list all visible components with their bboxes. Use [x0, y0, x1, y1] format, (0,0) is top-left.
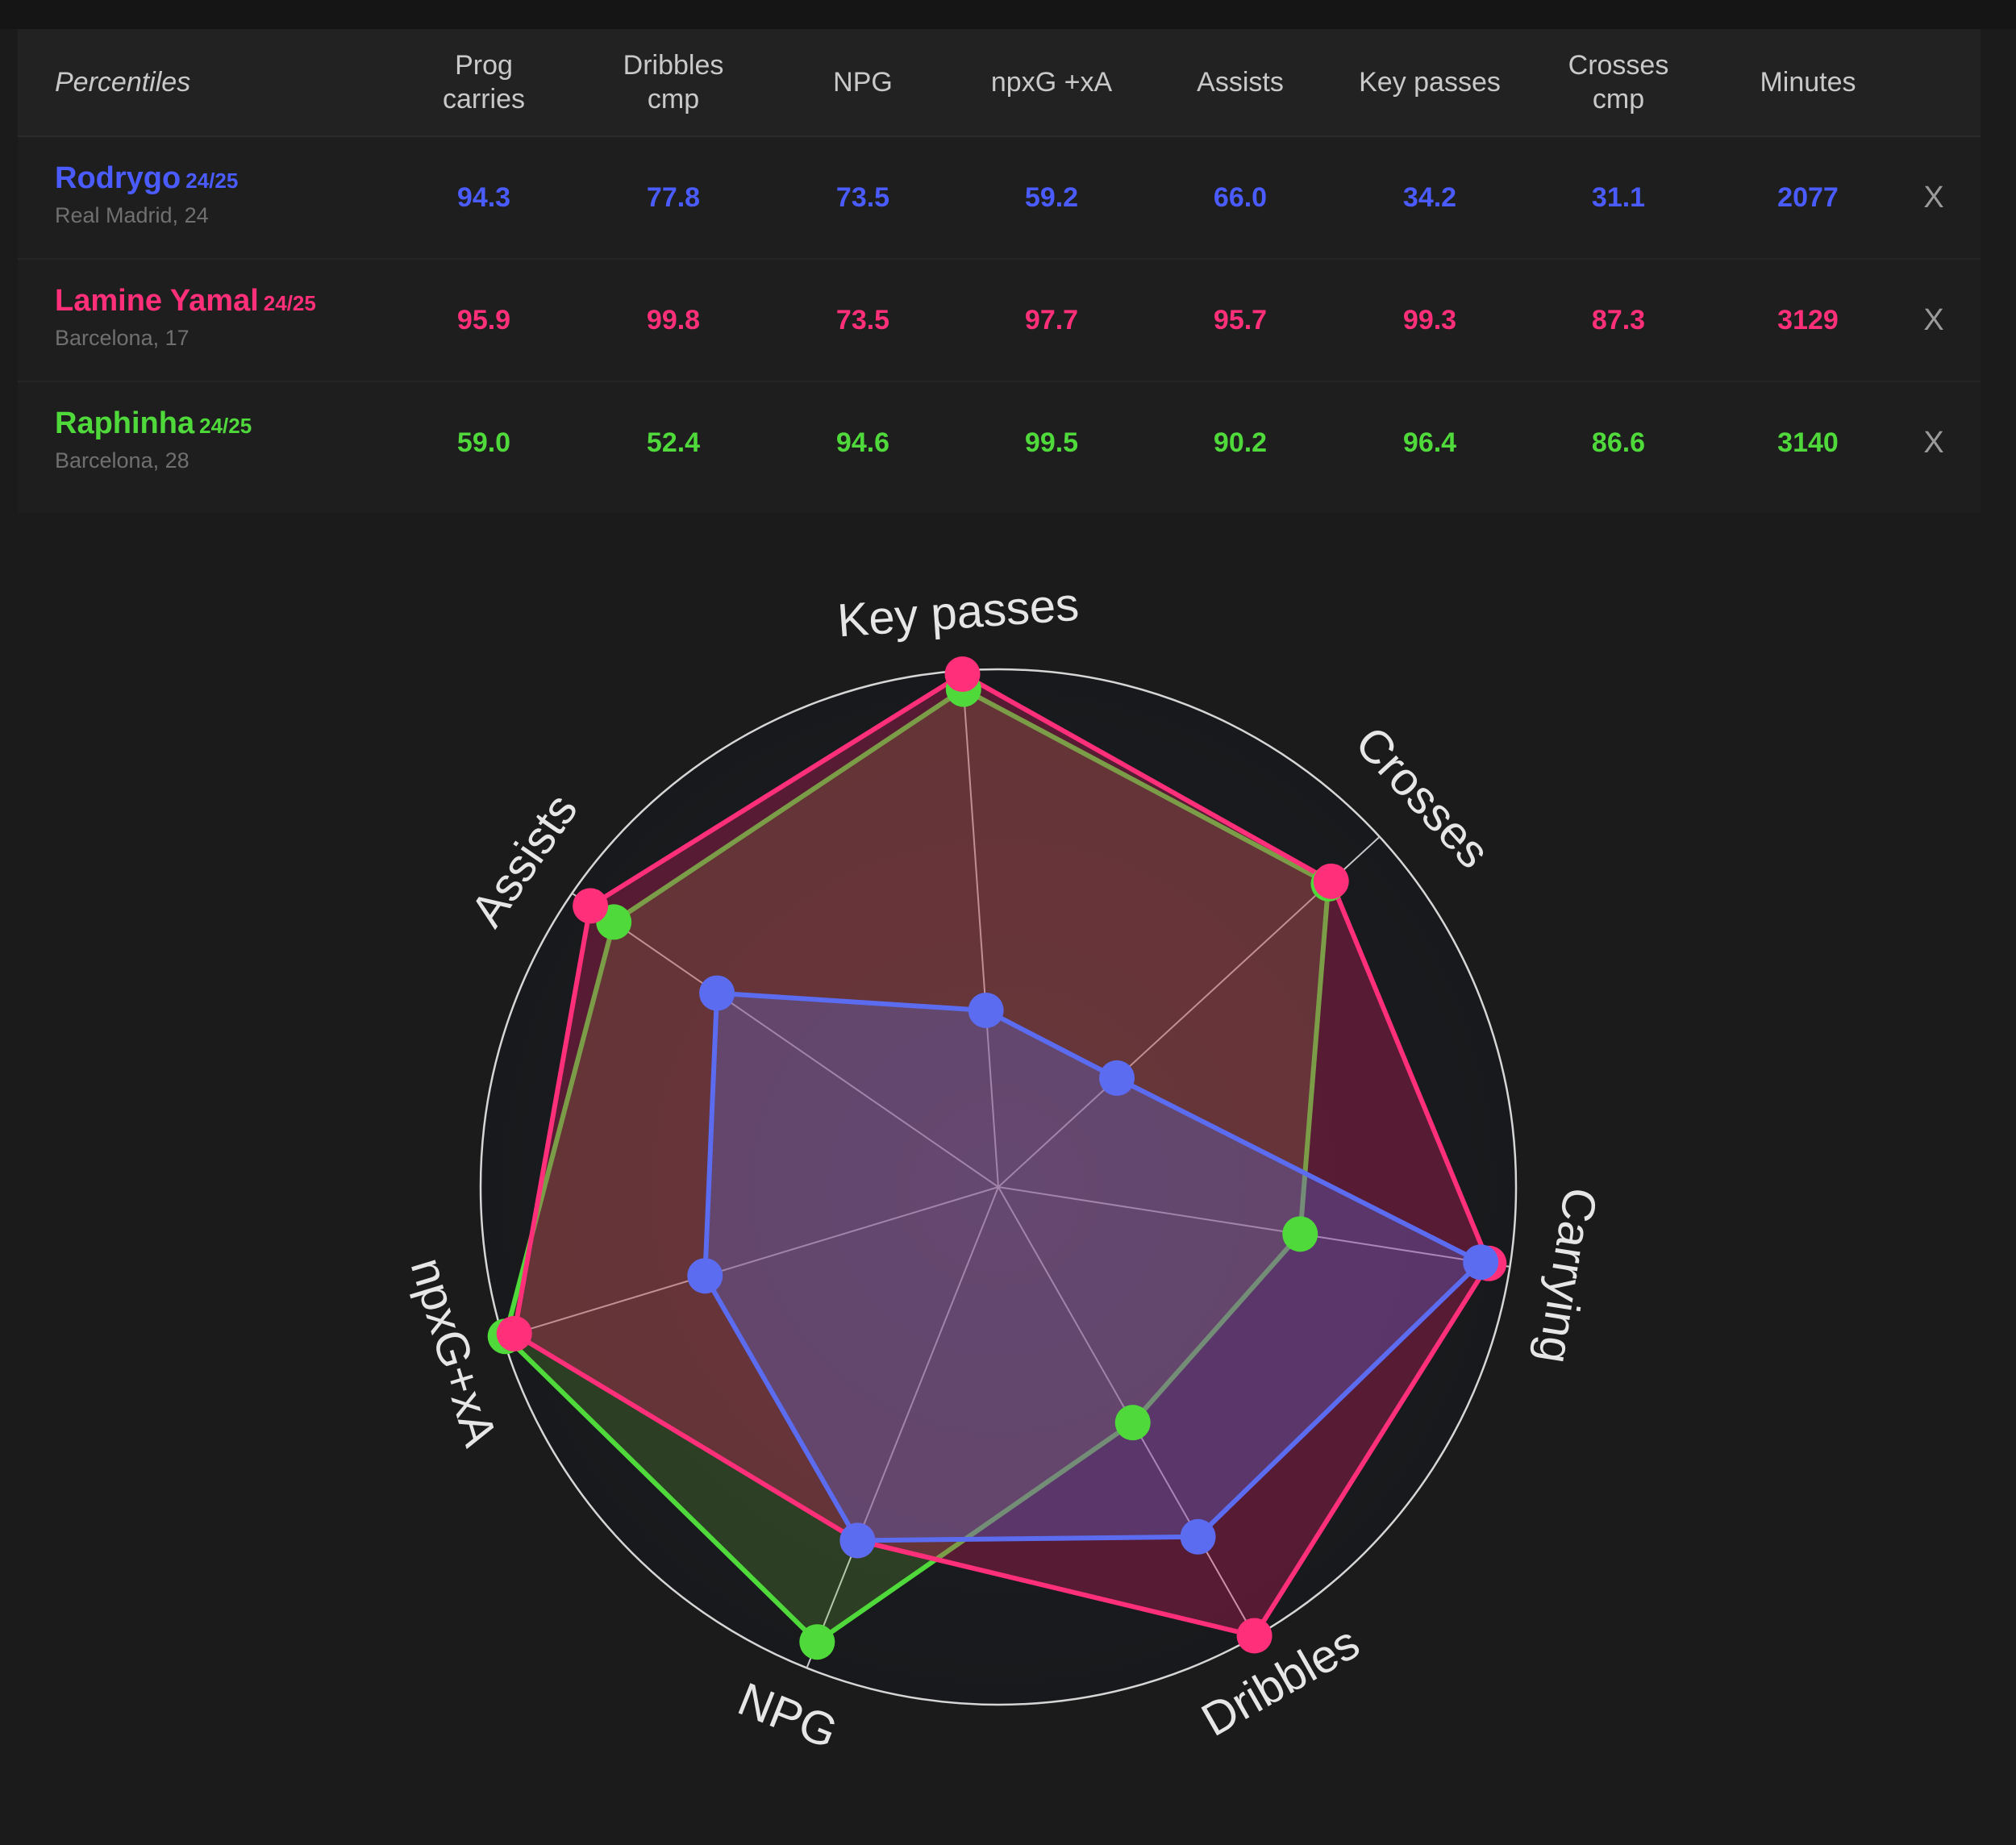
radar-series-rodrygo: [702, 990, 1484, 1543]
value-npxg-xa: 99.5: [1024, 427, 1079, 458]
header-npxg-xa[interactable]: npxG +xA: [990, 67, 1113, 98]
radar-point-lamine-yamal[interactable]: [573, 888, 609, 924]
axis-label: NPG: [731, 1672, 844, 1759]
header-minutes[interactable]: Minutes: [1760, 67, 1856, 98]
player-club-age: Barcelona, 17: [55, 326, 190, 350]
value-assists: 66.0: [1213, 181, 1268, 213]
value-crosses-cmp: 87.3: [1591, 304, 1646, 335]
value-minutes: 2077: [1777, 181, 1839, 213]
value-npg: 73.5: [835, 304, 890, 335]
header-dribbles-cmp[interactable]: Dribbles cmp: [623, 50, 724, 115]
player-season: 24/25: [185, 169, 239, 193]
player-name-text[interactable]: Rodrygo: [55, 161, 181, 195]
player-name[interactable]: Lamine Yamal 24/25: [55, 284, 316, 319]
percentiles-table: Percentiles Prog carries Dribbles cmp NP…: [18, 29, 1981, 513]
radar-point-raphinha[interactable]: [1114, 1405, 1151, 1441]
player-name[interactable]: Raphinha 24/25: [55, 406, 252, 441]
value-dribbles-cmp: 77.8: [646, 181, 701, 213]
header-prog-carries[interactable]: Prog carries: [442, 50, 526, 115]
value-assists: 95.7: [1213, 304, 1268, 335]
player-row-lamine-yamal: Lamine Yamal 24/25 Barcelona, 17 95.9 99.…: [18, 260, 1981, 382]
radar-point-rodrygo[interactable]: [1099, 1060, 1135, 1096]
axis-label: Key passes: [835, 578, 1081, 648]
top-bar: [0, 0, 2016, 29]
value-dribbles-cmp: 52.4: [646, 427, 701, 458]
radar-series-raphinha: [502, 686, 1331, 1645]
value-npxg-xa: 59.2: [1024, 181, 1079, 213]
player-club-age: Real Madrid, 24: [55, 203, 209, 227]
value-npxg-xa: 97.7: [1024, 304, 1079, 335]
table-header-row: Percentiles Prog carries Dribbles cmp NP…: [18, 29, 1981, 137]
radar-point-raphinha[interactable]: [1282, 1216, 1318, 1252]
radar-point-lamine-yamal[interactable]: [496, 1315, 532, 1351]
player-row-rodrygo: Rodrygo 24/25 Real Madrid, 24 94.3 77.8 7…: [18, 137, 1981, 260]
value-crosses-cmp: 86.6: [1591, 427, 1646, 458]
value-npg: 94.6: [835, 427, 890, 458]
header-npg[interactable]: NPG: [833, 67, 893, 98]
radar-spoke: [961, 670, 999, 1188]
radar-point-rodrygo[interactable]: [687, 1258, 723, 1294]
value-npg: 73.5: [835, 181, 890, 213]
player-name-text[interactable]: Lamine Yamal: [55, 284, 259, 318]
value-key-passes: 34.2: [1402, 181, 1457, 213]
value-prog-carries: 95.9: [456, 304, 511, 335]
radar-point-lamine-yamal[interactable]: [944, 656, 981, 693]
radar-spoke: [571, 892, 999, 1188]
radar-point-rodrygo[interactable]: [1463, 1244, 1499, 1281]
value-prog-carries: 59.0: [456, 427, 511, 458]
value-crosses-cmp: 31.1: [1591, 181, 1646, 213]
header-assists[interactable]: Assists: [1197, 67, 1284, 98]
player-club-age: Barcelona, 28: [55, 448, 190, 473]
radar-point-rodrygo[interactable]: [699, 975, 735, 1011]
value-key-passes: 96.4: [1402, 427, 1457, 458]
axis-label: Carrying: [1528, 1185, 1607, 1368]
value-assists: 90.2: [1213, 427, 1268, 458]
player-row-raphinha: Raphinha 24/25 Barcelona, 28 59.0 52.4 94…: [18, 382, 1981, 503]
player-season: 24/25: [263, 291, 316, 315]
value-key-passes: 99.3: [1402, 304, 1457, 335]
header-percentiles: Percentiles: [55, 67, 191, 98]
radar-point-lamine-yamal[interactable]: [1313, 863, 1349, 899]
player-name-text[interactable]: Raphinha: [55, 406, 195, 440]
player-name[interactable]: Rodrygo 24/25: [55, 161, 238, 196]
value-minutes: 3129: [1777, 304, 1839, 335]
player-season: 24/25: [199, 414, 252, 438]
radar-point-rodrygo[interactable]: [839, 1522, 876, 1559]
value-minutes: 3140: [1777, 427, 1839, 458]
remove-player-button[interactable]: X: [1923, 425, 1944, 460]
remove-player-button[interactable]: X: [1923, 302, 1944, 337]
radar-spoke: [806, 1186, 999, 1668]
radar-point-raphinha[interactable]: [799, 1624, 835, 1660]
radar-chart: Key passesCrossesCarryingDribblesNPGnpxG…: [400, 578, 1607, 1759]
radar-point-lamine-yamal[interactable]: [1236, 1618, 1272, 1654]
radar-point-rodrygo[interactable]: [968, 992, 1004, 1028]
radar-point-rodrygo[interactable]: [1180, 1518, 1216, 1555]
header-crosses-cmp[interactable]: Crosses cmp: [1568, 50, 1669, 115]
radar-spoke: [998, 1186, 1510, 1268]
header-key-passes[interactable]: Key passes: [1359, 67, 1501, 98]
radar-series-lamine-yamal: [511, 672, 1492, 1639]
remove-player-button[interactable]: X: [1923, 180, 1944, 214]
value-prog-carries: 94.3: [456, 181, 511, 213]
value-dribbles-cmp: 99.8: [646, 304, 701, 335]
radar-spoke: [502, 1186, 999, 1339]
